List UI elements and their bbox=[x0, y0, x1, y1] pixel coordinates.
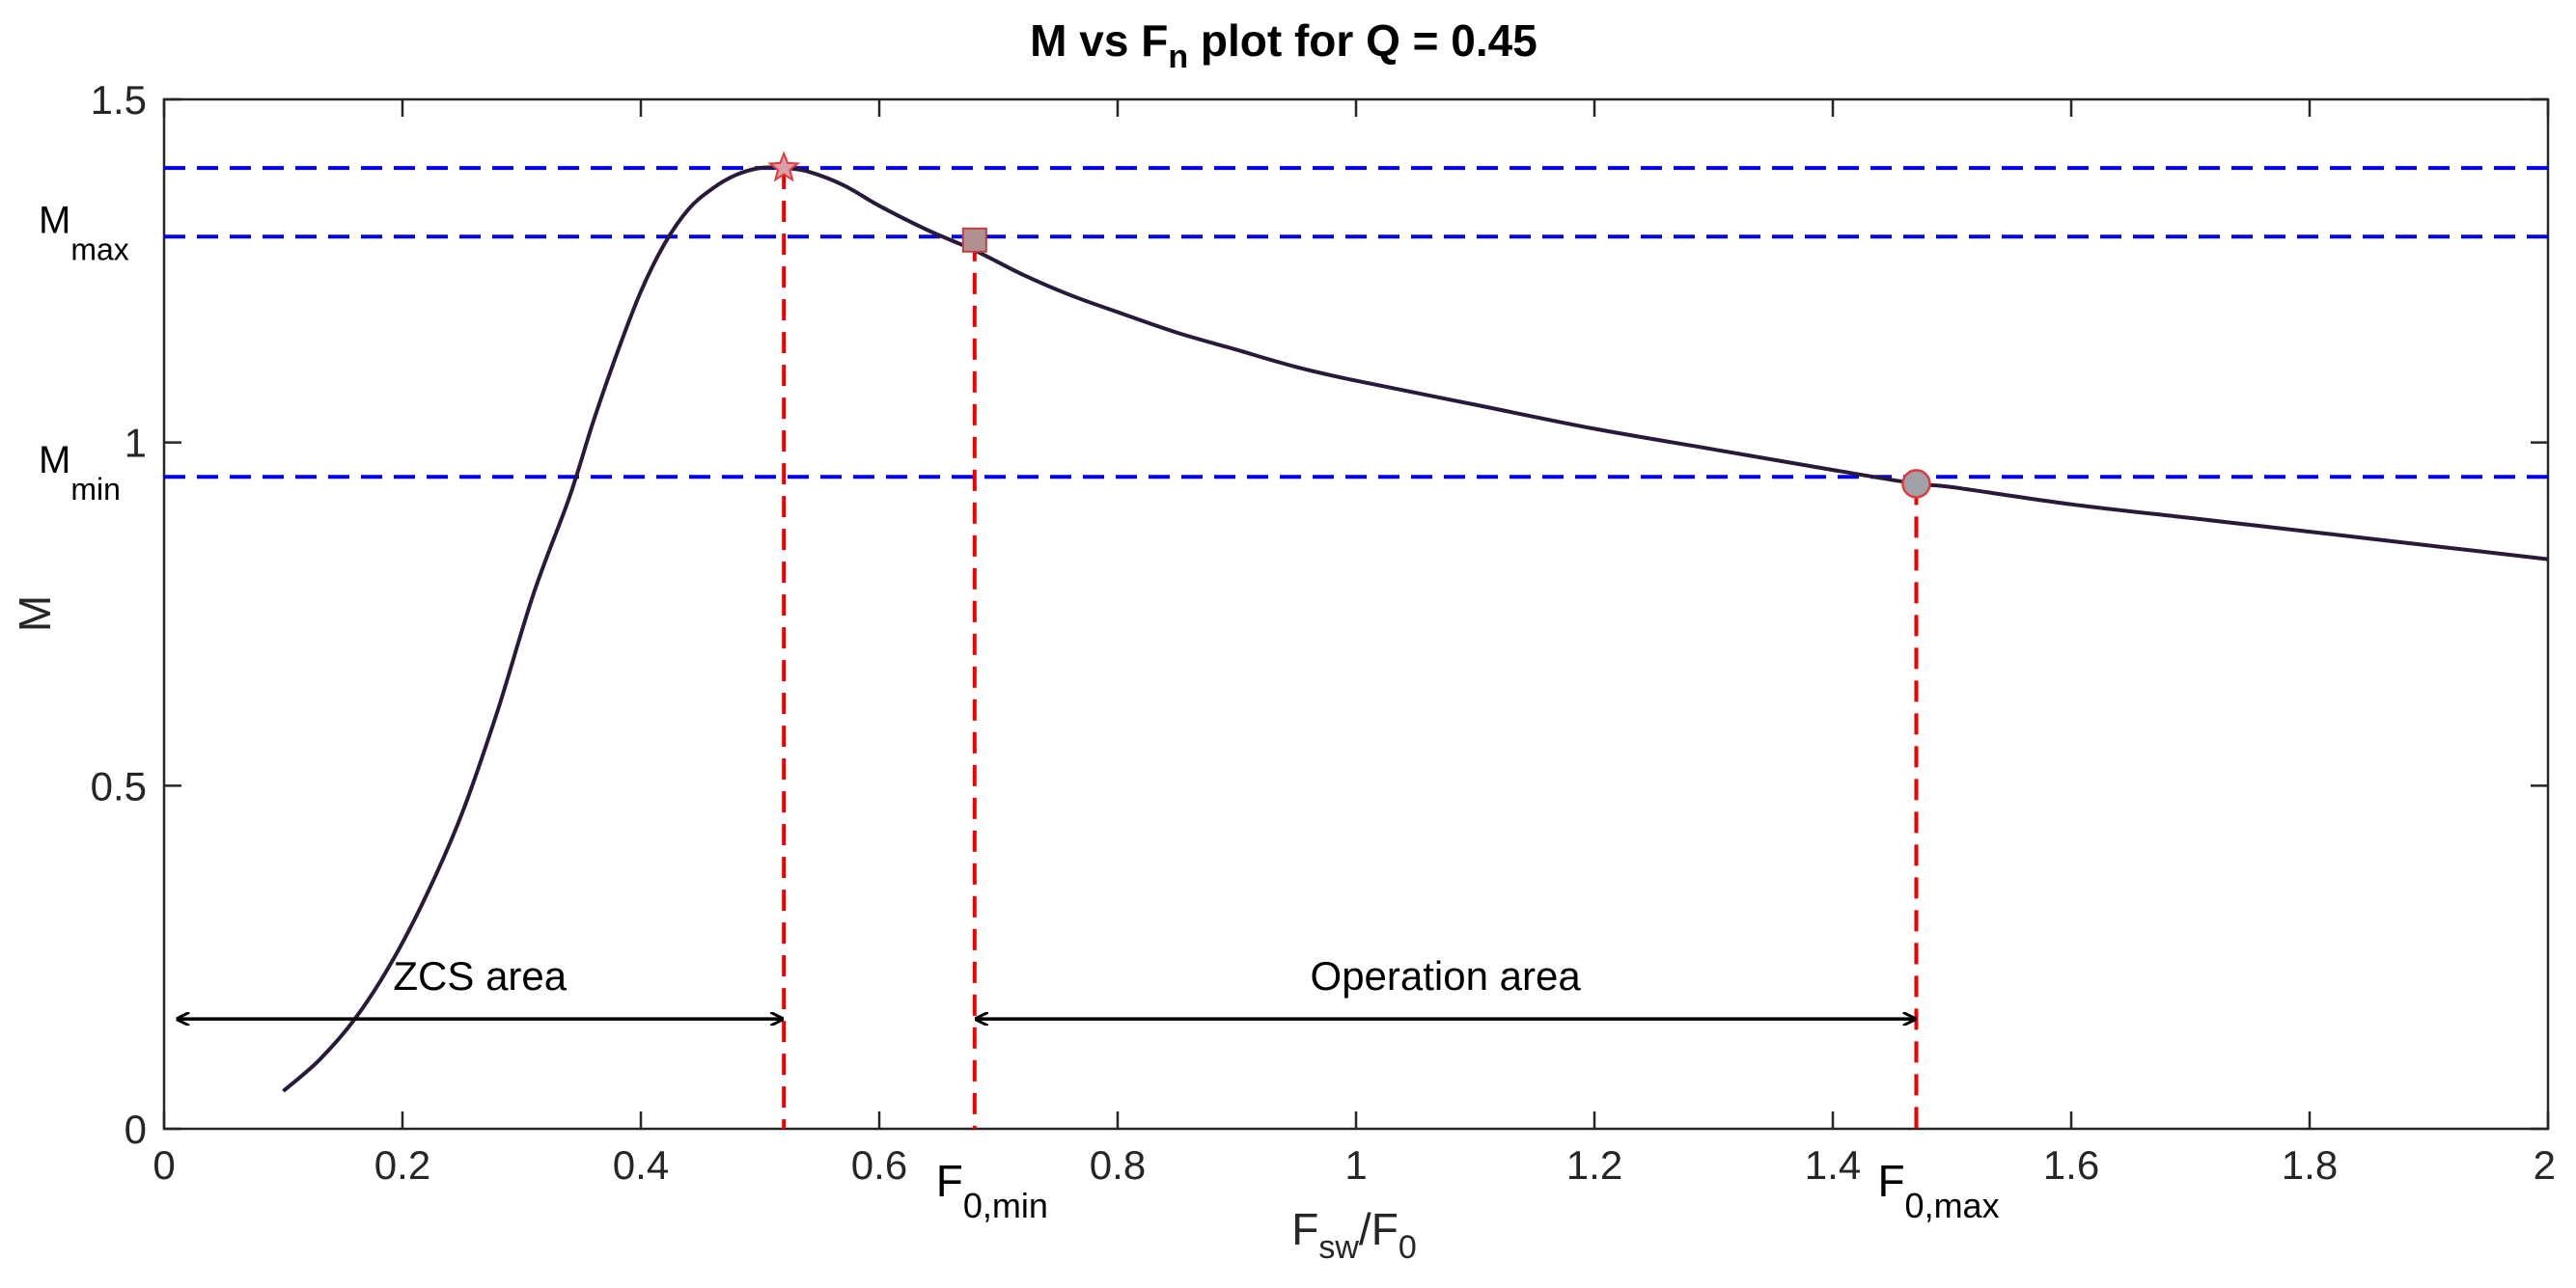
x-axis: 0 0.2 0.4 0.6 0.8 1 1.2 1.4 1.6 1.8 2 bbox=[152, 99, 2556, 1188]
area-annotations: ZCS area Operation area bbox=[178, 953, 1914, 1019]
x-tick-label: 0.6 bbox=[851, 1142, 907, 1188]
x-tick-label: 1.2 bbox=[1566, 1142, 1622, 1188]
area-label: Operation area bbox=[1311, 953, 1582, 999]
markers bbox=[767, 151, 1931, 499]
circle-marker bbox=[1901, 469, 1931, 499]
star-marker bbox=[767, 151, 801, 182]
y-axis: 0 0.5 1 1.5 bbox=[91, 77, 2548, 1152]
x-tick-label: 1.8 bbox=[2282, 1142, 2338, 1188]
area-label: ZCS area bbox=[393, 953, 567, 999]
x-tick-label: 1.4 bbox=[1805, 1142, 1861, 1188]
y-annotation: Mmin bbox=[39, 439, 121, 507]
y-annotations: Mmax Mmin bbox=[39, 199, 129, 507]
x-tick-label: 1.6 bbox=[2043, 1142, 2099, 1188]
plot-area bbox=[162, 97, 2550, 1131]
y-tick-label: 1.5 bbox=[91, 77, 147, 123]
x-tick-label: 0.2 bbox=[374, 1142, 430, 1188]
x-tick-label: 0.8 bbox=[1090, 1142, 1146, 1188]
chart-title: M vs Fn plot for Q = 0.45 bbox=[1030, 15, 1537, 75]
y-axis-label: M bbox=[10, 595, 60, 632]
square-marker bbox=[961, 227, 987, 253]
x-tick-label: 0 bbox=[152, 1142, 175, 1188]
y-tick-label: 0 bbox=[125, 1107, 147, 1152]
y-annotation: Mmax bbox=[39, 199, 129, 266]
y-tick-label: 0.5 bbox=[91, 763, 147, 808]
x-annotation: F0,max bbox=[1877, 1156, 1999, 1225]
x-tick-label: 1 bbox=[1344, 1142, 1367, 1188]
x-tick-label: 2 bbox=[2534, 1142, 2556, 1188]
reference-vlines bbox=[782, 168, 1919, 1129]
x-annotations: F0,min F0,max bbox=[936, 1156, 2000, 1225]
x-annotation: F0,min bbox=[936, 1156, 1048, 1225]
x-axis-label: Fsw/F0 bbox=[1291, 1204, 1416, 1266]
x-tick-label: 0.4 bbox=[613, 1142, 669, 1188]
reference-hlines bbox=[164, 166, 2548, 480]
y-tick-label: 1 bbox=[125, 421, 147, 466]
